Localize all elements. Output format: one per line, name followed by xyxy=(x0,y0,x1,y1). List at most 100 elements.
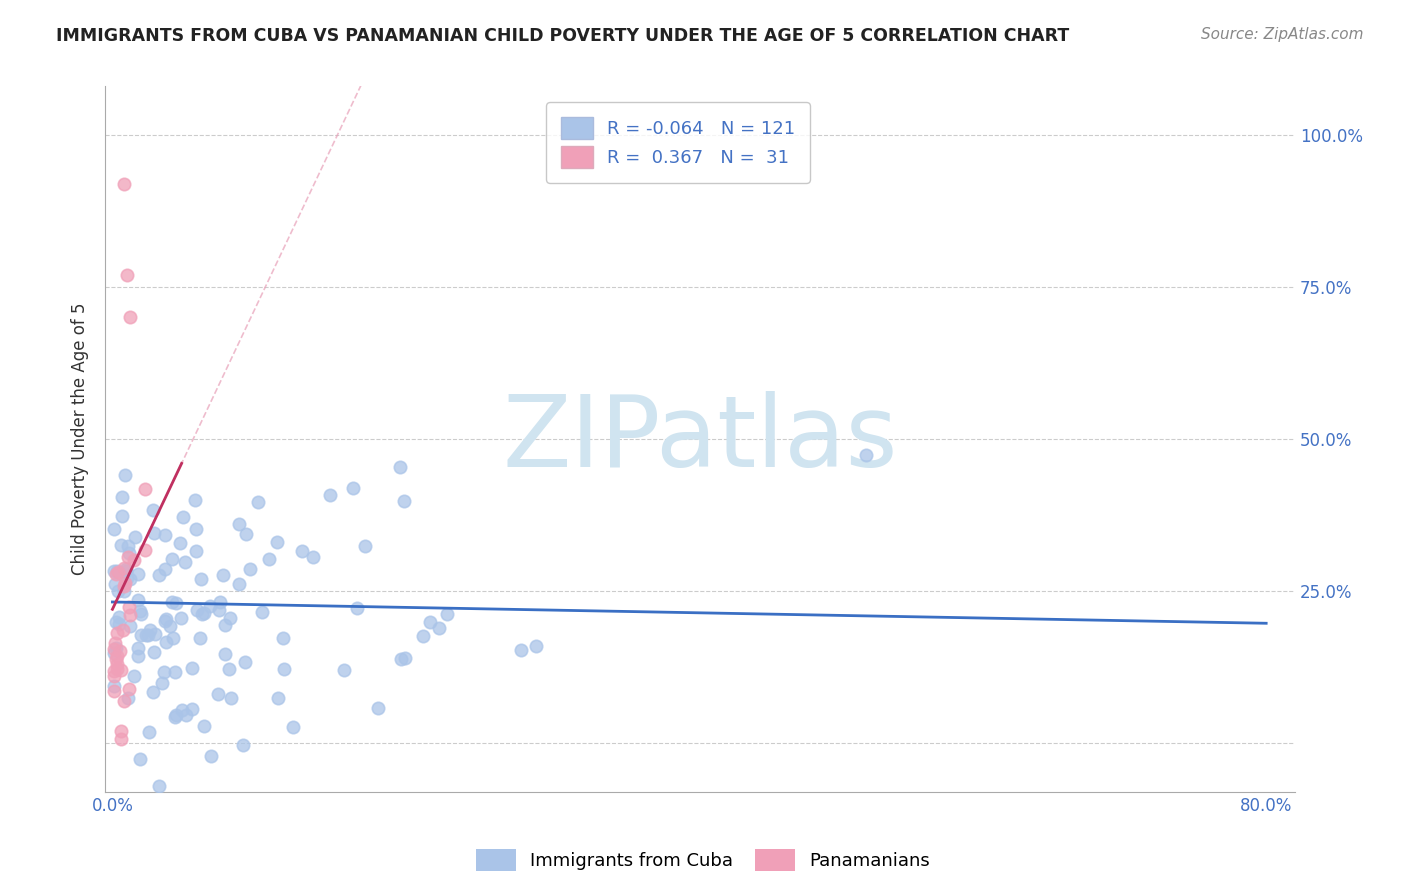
Point xyxy=(427,621,450,635)
Point xyxy=(169,611,191,625)
Point xyxy=(127,649,149,664)
Point xyxy=(108,617,131,632)
Point xyxy=(105,564,128,578)
Point xyxy=(155,611,177,625)
Point xyxy=(105,566,128,581)
Point xyxy=(176,708,198,723)
Point xyxy=(162,631,184,645)
Point xyxy=(110,731,132,746)
Point xyxy=(118,600,141,615)
Point xyxy=(128,605,150,619)
Point xyxy=(143,645,166,659)
Point xyxy=(271,631,294,645)
Point xyxy=(104,615,127,630)
Point xyxy=(184,522,207,536)
Point xyxy=(103,679,125,693)
Point xyxy=(127,641,149,656)
Point xyxy=(346,600,368,615)
Point xyxy=(165,707,187,722)
Point xyxy=(122,669,145,683)
Point xyxy=(112,177,135,191)
Text: ZIPatlas: ZIPatlas xyxy=(502,391,898,488)
Point xyxy=(153,562,176,576)
Point xyxy=(267,691,290,706)
Point xyxy=(159,619,181,633)
Point xyxy=(142,503,165,517)
Point xyxy=(111,623,134,637)
Point xyxy=(235,655,257,669)
Point xyxy=(134,482,156,496)
Point xyxy=(111,508,134,523)
Point xyxy=(117,549,139,564)
Point xyxy=(105,641,128,656)
Point xyxy=(105,657,128,671)
Point xyxy=(219,611,242,625)
Point xyxy=(127,593,149,607)
Point xyxy=(104,577,127,591)
Point xyxy=(436,607,458,622)
Point xyxy=(107,565,129,579)
Point xyxy=(389,459,412,474)
Point xyxy=(110,664,132,678)
Point xyxy=(259,552,281,566)
Point xyxy=(169,535,191,549)
Point xyxy=(283,720,305,734)
Point xyxy=(181,702,204,716)
Text: IMMIGRANTS FROM CUBA VS PANAMANIAN CHILD POVERTY UNDER THE AGE OF 5 CORRELATION : IMMIGRANTS FROM CUBA VS PANAMANIAN CHILD… xyxy=(56,27,1070,45)
Point xyxy=(165,596,187,610)
Point xyxy=(103,664,125,678)
Point xyxy=(142,685,165,699)
Y-axis label: Child Poverty Under the Age of 5: Child Poverty Under the Age of 5 xyxy=(72,302,89,575)
Point xyxy=(301,549,323,564)
Point xyxy=(117,571,139,585)
Point xyxy=(389,652,412,666)
Point xyxy=(207,687,229,701)
Point xyxy=(165,710,187,724)
Point xyxy=(186,603,208,617)
Point xyxy=(235,526,257,541)
Point xyxy=(319,488,342,502)
Point xyxy=(110,723,132,738)
Point xyxy=(218,662,240,676)
Point xyxy=(143,526,166,541)
Point xyxy=(394,651,416,665)
Point xyxy=(211,567,233,582)
Point xyxy=(153,615,176,629)
Point xyxy=(115,562,138,576)
Point xyxy=(117,691,139,706)
Point xyxy=(198,599,221,613)
Point xyxy=(219,690,242,705)
Point xyxy=(105,649,128,664)
Point xyxy=(342,481,364,495)
Point xyxy=(150,676,173,690)
Point xyxy=(118,619,141,633)
Point xyxy=(419,615,441,629)
Point xyxy=(367,701,389,715)
Point xyxy=(509,643,531,657)
Point xyxy=(107,583,129,598)
Point xyxy=(118,546,141,560)
Point xyxy=(266,535,288,549)
Point xyxy=(209,595,232,609)
Point xyxy=(153,528,176,542)
Point xyxy=(291,544,314,558)
Point xyxy=(160,595,183,609)
Point xyxy=(170,703,193,717)
Point xyxy=(228,577,250,591)
Point xyxy=(239,561,262,575)
Point xyxy=(232,738,254,752)
Point xyxy=(173,555,195,569)
Text: Source: ZipAtlas.com: Source: ZipAtlas.com xyxy=(1201,27,1364,42)
Point xyxy=(112,579,135,593)
Point xyxy=(143,627,166,641)
Point xyxy=(104,652,127,666)
Point xyxy=(183,492,205,507)
Point xyxy=(153,665,176,679)
Point xyxy=(138,623,160,637)
Point xyxy=(103,684,125,698)
Point xyxy=(118,681,141,696)
Point xyxy=(117,539,139,553)
Point xyxy=(115,268,138,282)
Point xyxy=(186,544,208,558)
Point xyxy=(103,564,125,578)
